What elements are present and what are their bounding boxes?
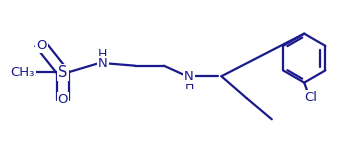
Text: S: S (58, 65, 68, 80)
Text: N: N (98, 57, 108, 70)
Text: Cl: Cl (304, 91, 317, 104)
Text: H: H (98, 48, 107, 61)
Text: N: N (184, 70, 194, 83)
Text: H: H (184, 79, 194, 92)
Text: CH₃: CH₃ (10, 66, 35, 79)
Text: O: O (36, 39, 47, 52)
Text: O: O (58, 93, 68, 106)
